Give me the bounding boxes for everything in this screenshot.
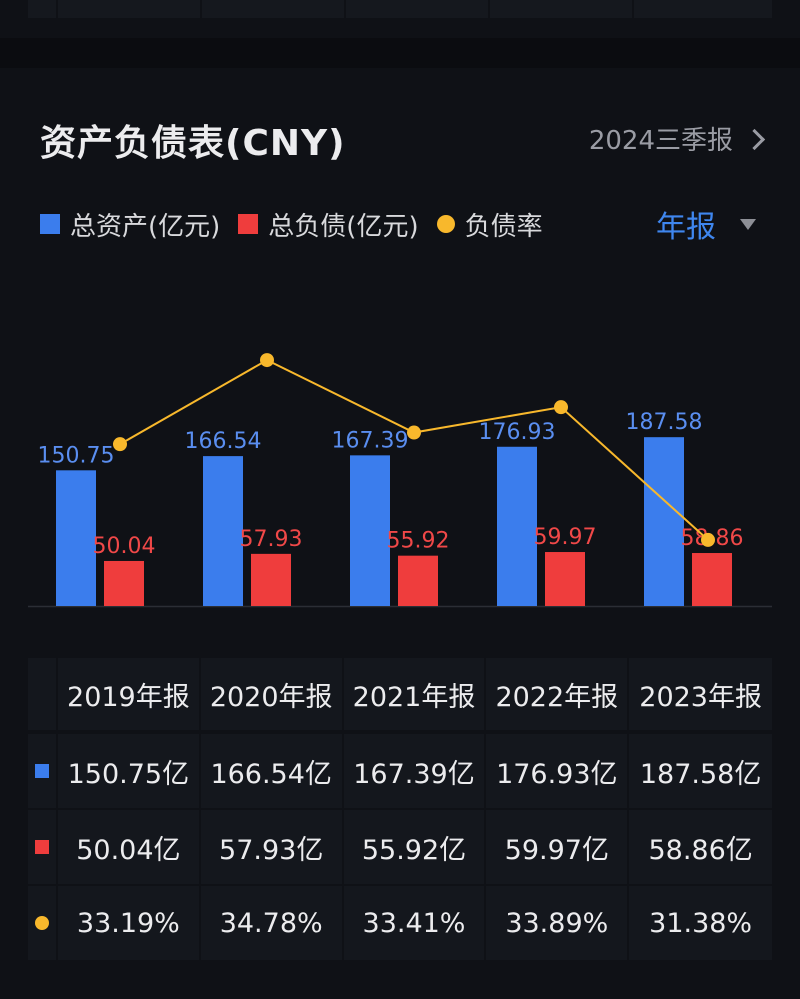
ratio-point [554, 400, 568, 415]
table-header-row: 2019年报 2020年报 2021年报 2022年报 2023年报 [28, 658, 773, 732]
table-cell: 187.58亿 [629, 734, 773, 808]
assets-data-label: 176.93 [479, 420, 556, 445]
table-header-cell: 2022年报 [486, 658, 630, 730]
table-cell: 33.89% [486, 886, 630, 960]
table-header-spacer [28, 658, 58, 730]
ratio-point [407, 425, 421, 440]
table-cell: 150.75亿 [57, 734, 201, 808]
assets-data-label: 150.75 [38, 443, 115, 468]
report-link-label: 2024三季报 [588, 126, 733, 156]
assets-bar [56, 470, 96, 606]
liabilities-bar [692, 553, 732, 606]
previous-section-table-edge [28, 0, 772, 18]
liabilities-marker-icon [34, 840, 49, 854]
liabilities-bar [104, 560, 144, 606]
assets-data-label: 187.58 [626, 410, 703, 435]
ratio-point [113, 437, 127, 452]
chart-legend: 总资产(亿元) 总负债(亿元) 负债率 [40, 204, 561, 244]
legend-item-liabilities: 总负债(亿元) [238, 206, 419, 243]
row-marker [28, 886, 58, 960]
period-selector-label: 年报 [656, 210, 716, 245]
table-cell: 57.93亿 [200, 810, 344, 884]
table-header-cell: 2021年报 [343, 658, 487, 730]
table-header-cell: 2019年报 [57, 658, 201, 730]
table-cell: 34.78% [200, 886, 344, 960]
table-cell: 31.38% [629, 886, 773, 960]
table-row-ratio: 33.19% 34.78% 33.41% 33.89% 31.38% [28, 886, 773, 962]
balance-chart: 150.75 50.04 166.54 57.93 167.39 55.92 176.93 5… [28, 353, 772, 608]
liabilities-bar [545, 552, 585, 606]
table-cell: 59.97亿 [486, 810, 630, 884]
liabilities-bar [398, 555, 438, 606]
legend-label: 总负债(亿元) [268, 211, 419, 242]
table-row-assets: 150.75亿 166.54亿 167.39亿 176.93亿 187.58亿 [28, 734, 773, 810]
assets-bar [350, 455, 390, 606]
caret-down-icon [740, 218, 756, 230]
table-header-cell: 2023年报 [629, 658, 773, 730]
section-divider [0, 38, 800, 68]
ratio-marker-icon [34, 916, 49, 930]
table-cell: 55.92亿 [343, 810, 487, 884]
table-cell: 167.39亿 [343, 734, 487, 808]
ratio-point [701, 532, 715, 547]
table-row-liabilities: 50.04亿 57.93亿 55.92亿 59.97亿 58.86亿 [28, 810, 773, 886]
legend-item-assets: 总资产(亿元) [40, 206, 220, 243]
table-header-cell: 2020年报 [200, 658, 344, 730]
table-cell: 176.93亿 [486, 734, 630, 808]
period-selector[interactable]: 年报 [656, 204, 756, 245]
table-cell: 58.86亿 [629, 810, 773, 884]
page-title: 资产负债表(CNY) [40, 123, 346, 164]
legend-swatch [436, 215, 455, 233]
liabilities-data-label: 50.04 [93, 534, 156, 559]
data-table: 2019年报 2020年报 2021年报 2022年报 2023年报 150.7… [28, 658, 773, 962]
liabilities-data-label: 59.97 [534, 525, 597, 550]
chevron-right-icon [743, 128, 766, 151]
assets-bar [497, 446, 537, 606]
liabilities-data-label: 57.93 [240, 527, 303, 552]
liabilities-data-label: 55.92 [387, 529, 450, 554]
section-header: 资产负债表(CNY) 2024三季报 [0, 100, 800, 170]
report-link[interactable]: 2024三季报 [588, 120, 766, 157]
assets-bar [644, 437, 684, 606]
liabilities-bar [251, 553, 291, 606]
table-cell: 166.54亿 [200, 734, 344, 808]
assets-bar [203, 456, 243, 606]
table-cell: 33.41% [343, 886, 487, 960]
ratio-point [260, 353, 274, 368]
legend-label: 负债率 [464, 211, 543, 242]
row-marker [28, 734, 58, 808]
row-marker [28, 810, 58, 884]
legend-item-ratio: 负债率 [436, 206, 543, 243]
assets-marker-icon [34, 764, 49, 778]
assets-data-label: 167.39 [332, 428, 409, 453]
assets-data-label: 166.54 [185, 429, 262, 454]
table-cell: 50.04亿 [57, 810, 201, 884]
legend-swatch [40, 214, 60, 234]
legend-swatch [238, 214, 259, 234]
legend-label: 总资产(亿元) [70, 211, 221, 242]
table-cell: 33.19% [57, 886, 201, 960]
